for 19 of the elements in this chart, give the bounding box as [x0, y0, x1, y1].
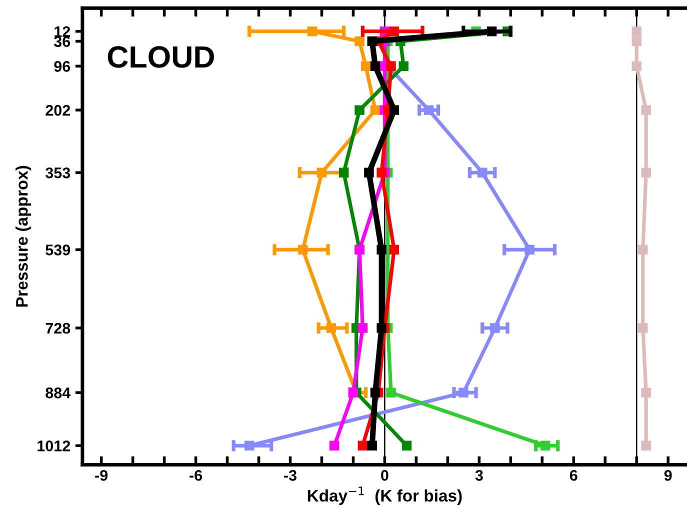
x-tick-label: 9: [664, 470, 672, 481]
x-tick-label: 3: [475, 470, 483, 481]
y-tick-label: 728: [46, 322, 70, 334]
x-tick-label: -6: [190, 470, 202, 481]
y-tick-label: 353: [46, 167, 70, 178]
y-tick-label: 202: [46, 104, 70, 116]
y-tick-label: 36: [54, 36, 70, 47]
x-tick-label: -3: [284, 470, 296, 481]
x-tick-label: 6: [570, 470, 578, 481]
x-tick-label: 0: [381, 470, 388, 481]
y-tick-label: 539: [46, 244, 70, 256]
y-tick-label: 1012: [38, 440, 70, 452]
x-tick-label: -9: [95, 470, 108, 481]
x-axis-title: Kday$^{−1}$ (K for bias): [308, 486, 462, 505]
y-tick-label: 884: [46, 387, 71, 398]
text: CLOUD: [108, 46, 214, 68]
y-axis-title: Pressure (approx): [16, 166, 32, 307]
y-tick-label: 12: [54, 26, 70, 37]
y-tick-label: 96: [54, 61, 70, 72]
